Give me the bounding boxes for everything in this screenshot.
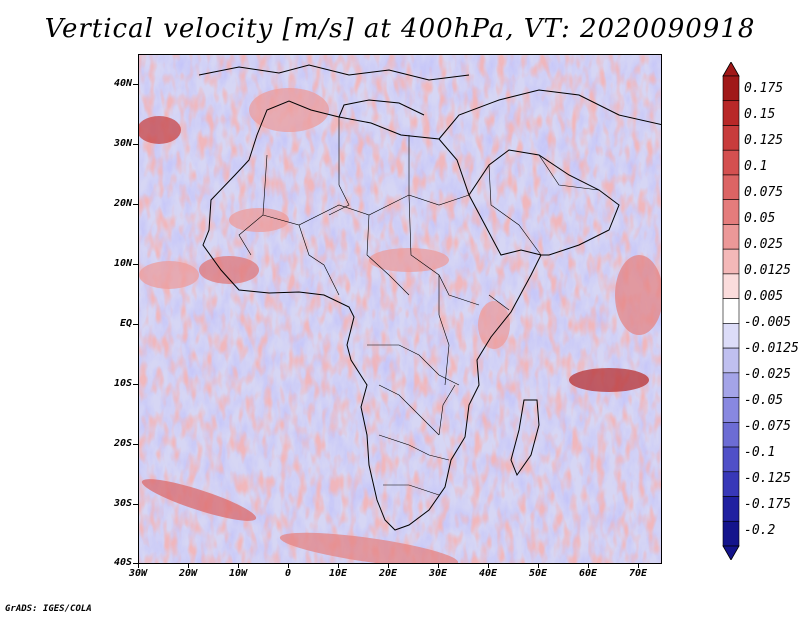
map-title: Vertical velocity [m/s] at 400hPa, VT: 2… [44,14,756,44]
colorbar-bin [722,248,740,275]
lon-label-10e: 10E [328,568,348,579]
colorbar-bin [722,273,740,299]
lat-label-30s: 30S [113,498,132,509]
colorbar-label: 0.15 [744,107,776,122]
colorbar-bin [722,323,740,349]
colorbar [722,62,740,560]
africa-coastline [202,100,542,531]
lat-label-40n: 40N [113,78,132,89]
colorbar-bin [722,199,740,225]
colorbar-label: 0.0125 [744,263,791,278]
colorbar-bin [722,347,740,374]
colorbar-bin [722,125,740,151]
madagascar-coast [510,399,540,477]
colorbar-label: 0.075 [744,185,784,200]
lon-label-0: 0 [284,568,292,579]
colorbar-label: -0.175 [744,497,791,512]
colorbar-label: 0.05 [744,211,776,226]
colorbar-label: -0.005 [744,315,791,330]
lat-label-40s: 40S [113,557,132,568]
colorbar-label: 0.025 [744,237,784,252]
lon-label-50e: 50E [528,568,548,579]
mediterranean-north-coast [198,64,470,81]
colorbar-label: 0.005 [744,289,784,304]
colorbar-label: -0.1 [744,445,776,460]
lon-label-70e: 70E [628,568,648,579]
colorbar-label: 0.1 [744,159,768,174]
colorbar-label: 0.175 [744,81,784,96]
middle-east-coast [438,89,661,140]
lat-label-10s: 10S [113,378,132,389]
colorbar-bin [722,422,740,448]
colorbar-label: -0.2 [744,523,776,538]
mediterranean-south-coast [338,99,425,118]
lon-label-10w: 10W [228,568,248,579]
lat-label-10n: 10N [113,258,132,269]
colorbar-label: -0.025 [744,367,791,382]
lon-label-30e: 30E [428,568,448,579]
colorbar-bin [722,174,740,200]
updraft-patches [139,88,661,563]
vertical-velocity-field [139,55,661,563]
colorbar-label: 0.125 [744,133,784,148]
colorbar-arrow-bottom [722,545,740,560]
colorbar-bin [722,397,740,423]
colorbar-bin [722,446,740,473]
colorbar-label: -0.125 [744,471,791,486]
lon-label-40e: 40E [478,568,498,579]
colorbar-label: -0.075 [744,419,791,434]
colorbar-label: -0.05 [744,393,784,408]
colorbar-bin [722,520,740,547]
grads-credit: GrADS: IGES/COLA [5,604,92,614]
colorbar-bin [722,372,740,398]
lon-label-60e: 60E [578,568,598,579]
country-borders [238,117,600,496]
coastlines [198,64,661,531]
colorbar-bin [722,75,740,102]
colorbar-label: -0.0125 [744,341,799,356]
field-updraft-overlay [139,55,661,563]
colorbar-arrow-top [722,62,740,77]
colorbar-bin [722,298,740,324]
colorbar-bin [722,224,740,250]
lon-label-20e: 20E [378,568,398,579]
lon-label-30w: 30W [128,568,148,579]
lat-label-20s: 20S [113,438,132,449]
map-plot-area [138,54,662,564]
colorbar-bin [722,149,740,176]
colorbar-bin [722,100,740,126]
colorbar-bin [722,471,740,497]
lon-label-20w: 20W [178,568,198,579]
lat-label-20n: 20N [113,198,132,209]
colorbar-bin [722,496,740,522]
lat-label-30n: 30N [113,138,132,149]
lat-label-eq: EQ [119,318,132,329]
